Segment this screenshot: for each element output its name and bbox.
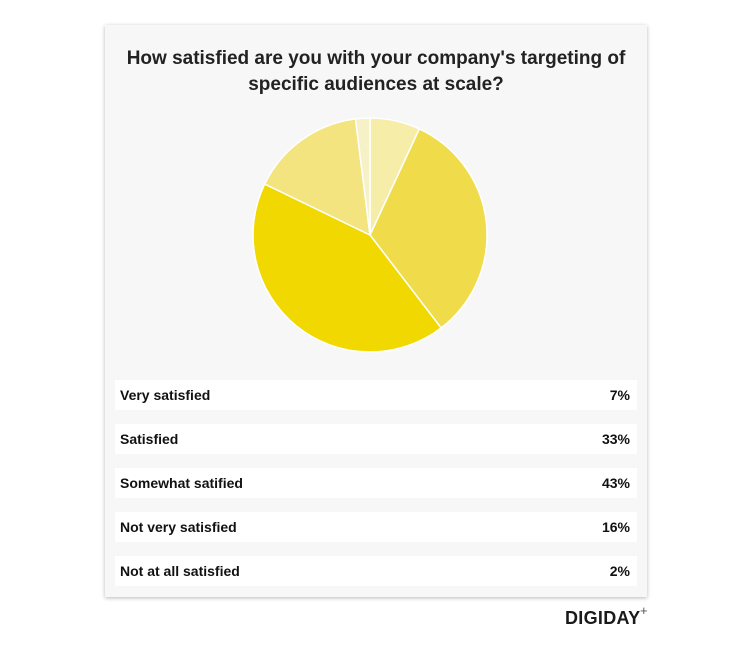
pie-slice-4 bbox=[263, 118, 371, 237]
result-label: Satisfied bbox=[120, 431, 179, 447]
pie-chart bbox=[252, 117, 488, 353]
result-value: 16% bbox=[601, 519, 630, 535]
poll-card: How satisfied are you with your company'… bbox=[105, 25, 647, 597]
logo-plus-icon: + bbox=[640, 603, 648, 618]
result-value: 7% bbox=[609, 387, 630, 403]
pie-slice-5 bbox=[354, 117, 371, 236]
result-row: Very satisfied 7% bbox=[115, 380, 637, 410]
result-row: Not at all satisfied 2% bbox=[115, 556, 637, 586]
result-value: 43% bbox=[601, 475, 630, 491]
result-label: Not very satisfied bbox=[120, 519, 237, 535]
results-list: Very satisfied 7% Satisfied 33% Somewhat sat… bbox=[115, 380, 637, 600]
pie-slice-3 bbox=[252, 182, 443, 353]
pie-slice-2 bbox=[369, 127, 488, 329]
result-label: Very satisfied bbox=[120, 387, 211, 403]
digiday-logo: DIGIDAY bbox=[565, 608, 641, 628]
result-label: Somewhat satified bbox=[120, 475, 243, 491]
result-row: Somewhat satified 43% bbox=[115, 468, 637, 498]
result-label: Not at all satisfied bbox=[120, 563, 240, 579]
result-value: 2% bbox=[609, 563, 630, 579]
result-row: Not very satisfied 16% bbox=[115, 512, 637, 542]
result-row: Satisfied 33% bbox=[115, 424, 637, 454]
result-value: 33% bbox=[601, 431, 630, 447]
chart-title: How satisfied are you with your company'… bbox=[126, 48, 626, 95]
